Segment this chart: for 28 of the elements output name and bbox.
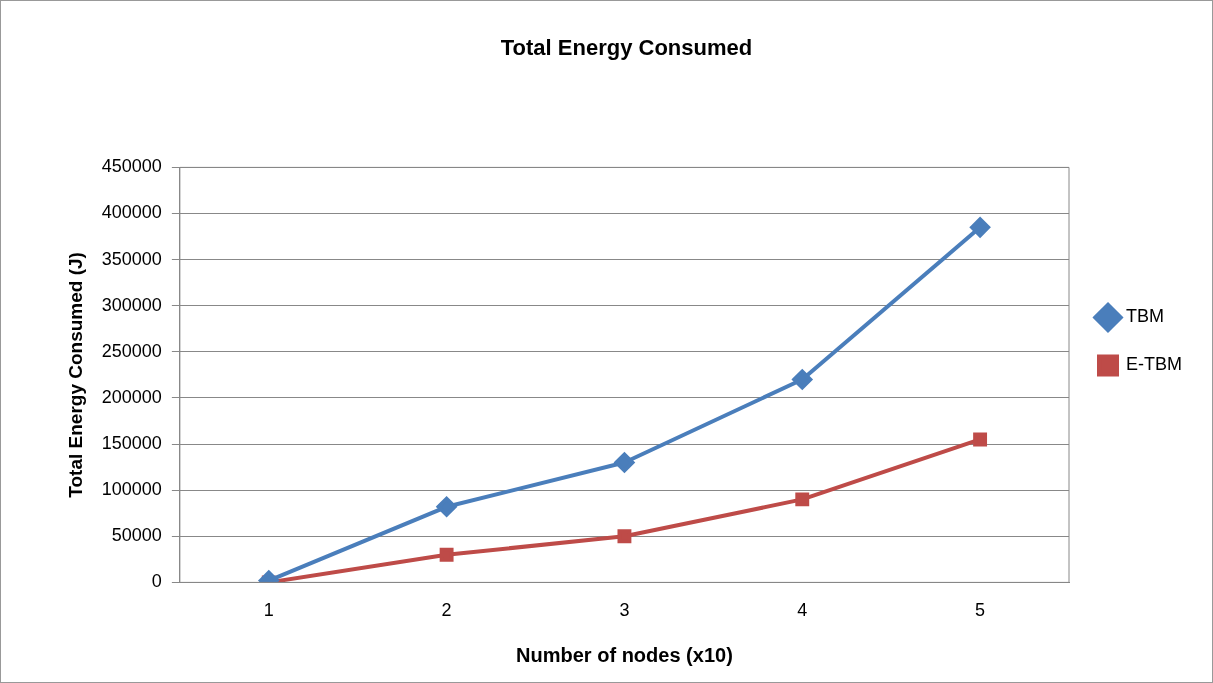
point: [617, 529, 632, 544]
y-axis-title: Total Energy Consumed (J): [64, 252, 86, 498]
y-tick-label: 150000: [101, 433, 162, 454]
x-tick-label: 1: [263, 600, 274, 621]
x-axis-title: Number of nodes (x10): [516, 643, 733, 666]
legend-label: E-TBM: [1126, 354, 1182, 375]
legend-label: TBM: [1126, 306, 1164, 327]
y-tick-label: 250000: [101, 340, 162, 361]
y-tick-label: 50000: [111, 525, 162, 546]
point: [973, 432, 988, 447]
point: [436, 496, 457, 517]
y-tick-label: 400000: [101, 202, 162, 223]
point: [795, 492, 810, 507]
x-tick-label: 3: [619, 600, 630, 621]
point: [970, 217, 991, 238]
y-tick-label: 100000: [101, 479, 162, 500]
point: [792, 369, 813, 390]
y-tick-label: 450000: [101, 156, 162, 177]
x-tick-label: 5: [975, 600, 986, 621]
chart-title: Total Energy Consumed: [500, 35, 753, 61]
y-tick-label: 300000: [101, 294, 162, 315]
point: [614, 452, 635, 473]
x-tick-label: 2: [441, 600, 452, 621]
x-tick-label: 4: [797, 600, 808, 621]
point: [439, 547, 454, 562]
y-tick-label: 200000: [101, 386, 162, 407]
y-tick-label: 0: [151, 571, 162, 592]
y-tick-label: 350000: [101, 248, 162, 269]
